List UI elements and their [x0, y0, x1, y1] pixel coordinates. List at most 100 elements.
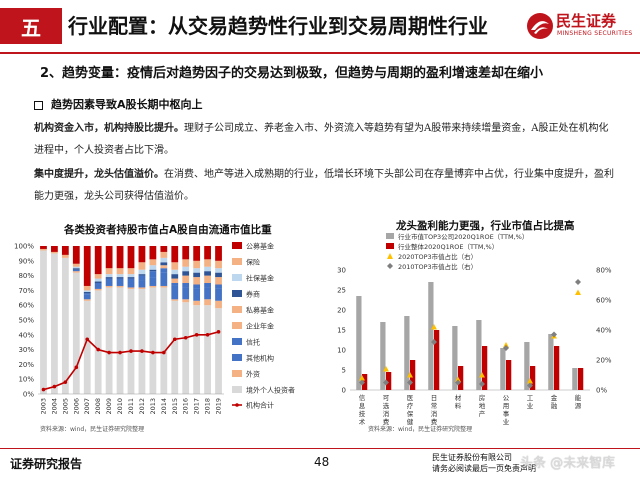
line-point	[41, 387, 46, 392]
x-tick-label: 产	[479, 409, 486, 418]
paragraph-concentration: 集中度提升，龙头估值溢价。在消费、地产等进入成熟期的行业，低增长环境下头部公司在…	[34, 164, 614, 208]
bar-segment	[171, 281, 179, 283]
bar-segment	[204, 305, 211, 394]
legend-swatch	[232, 386, 242, 393]
bar-segment	[51, 253, 58, 394]
bar-segment	[72, 246, 80, 264]
bar-segment	[149, 287, 157, 394]
footer-company-name: 民生证券股份有限公司	[432, 453, 512, 462]
bar-segment	[171, 299, 179, 301]
bar-segment	[149, 259, 157, 266]
bar-segment	[94, 246, 102, 275]
bar-segment	[215, 277, 222, 282]
paragraph-concentration-lead: 集中度提升，龙头估值溢价。	[34, 169, 164, 180]
x-tick-label: 信	[359, 393, 366, 402]
page-header: 五 行业配置：从交易趋势性行业到交易周期性行业 民生证券 MINSHENG SE…	[0, 0, 640, 52]
bar-segment	[72, 272, 80, 394]
logo-text-cn: 民生证券	[556, 12, 617, 30]
line-point	[52, 384, 57, 389]
bar-segment	[149, 277, 157, 286]
x-tick-label: 消	[383, 409, 390, 418]
bar-segment	[149, 285, 157, 288]
y-tick-label: 40%	[18, 331, 34, 339]
legend-label: 其他机构	[246, 354, 274, 363]
bar	[500, 348, 506, 390]
legend-swatch	[232, 370, 242, 377]
bar-segment	[138, 246, 146, 263]
bar	[410, 360, 416, 390]
bar-segment	[105, 285, 113, 288]
line-point	[63, 380, 68, 384]
bar-segment	[94, 290, 102, 394]
page-title: 行业配置：从交易趋势性行业到交易周期性行业	[68, 14, 488, 38]
bar-segment	[182, 275, 190, 281]
bar-segment	[116, 285, 124, 288]
bar-segment	[171, 285, 179, 300]
y-left-tick-label: 10	[337, 347, 346, 355]
x-tick-label: 选	[383, 401, 390, 410]
brand-logo: 民生证券 MINSHENG SECURITIES	[526, 8, 636, 44]
x-tick-label: 事	[503, 409, 510, 418]
y-left-tick-label: 20	[337, 307, 346, 315]
x-tick-label: 地	[479, 401, 486, 410]
x-tick-label: 公	[503, 394, 510, 402]
y-tick-label: 10%	[18, 376, 34, 384]
bar-segment	[171, 274, 179, 279]
bar-segment	[204, 271, 211, 276]
bar-segment	[138, 288, 146, 394]
diamond-marker	[359, 379, 365, 386]
bar	[362, 374, 368, 390]
bar	[404, 316, 410, 390]
bar-segment	[182, 287, 190, 300]
bullet-square-icon	[34, 100, 43, 110]
watermark: 头条 @未来智库	[520, 456, 616, 471]
bar-segment	[215, 300, 222, 309]
diamond-marker	[479, 381, 485, 387]
line-point	[140, 349, 144, 353]
bar-segment	[94, 283, 102, 285]
triangle-marker	[527, 378, 533, 384]
x-tick-label: 2016	[182, 398, 190, 415]
x-tick-label: 健	[407, 417, 414, 426]
x-tick-label: 融	[551, 401, 558, 410]
bar-segment	[171, 269, 179, 275]
x-tick-label: 2010	[116, 398, 124, 415]
bar-segment	[204, 266, 211, 272]
bar	[530, 366, 536, 390]
bar	[554, 346, 560, 390]
y-right-tick-label: 0%	[596, 387, 607, 395]
legend-label: 券商	[246, 290, 260, 299]
x-tick-label: 常	[431, 401, 438, 410]
bar-segment	[160, 265, 168, 267]
line-point	[151, 350, 155, 355]
legend-label: 2010TOP3市值占比（右）	[398, 262, 477, 271]
x-tick-label: 息	[359, 401, 366, 410]
bar-segment	[116, 278, 124, 282]
left-chart-source: 资料来源：wind，民生证券研究院整理	[40, 426, 145, 433]
x-tick-label: 2005	[61, 398, 69, 415]
bar-segment	[94, 288, 102, 291]
triangle-marker	[479, 372, 485, 378]
bar-segment	[138, 287, 146, 289]
bar-segment	[215, 288, 222, 301]
line-point	[129, 349, 133, 353]
x-tick-label: 业	[527, 401, 534, 410]
y-left-tick-label: 15	[337, 327, 346, 335]
bar-segment	[171, 262, 179, 270]
x-tick-label: 用	[503, 402, 510, 410]
x-tick-label: 2007	[83, 398, 91, 415]
y-left-tick-label: 0	[342, 387, 346, 395]
bar-segment	[193, 246, 201, 261]
x-tick-label: 金	[551, 393, 558, 402]
legend-swatch	[232, 258, 242, 265]
bar-segment	[193, 281, 201, 285]
bar	[578, 368, 584, 390]
triangle-marker	[455, 376, 461, 382]
diamond-marker	[431, 339, 437, 345]
x-tick-label: 2008	[94, 398, 102, 415]
bar-segment	[160, 262, 168, 266]
bar-segment	[193, 284, 201, 289]
x-tick-label: 材	[455, 393, 462, 402]
bar-segment	[204, 275, 211, 281]
